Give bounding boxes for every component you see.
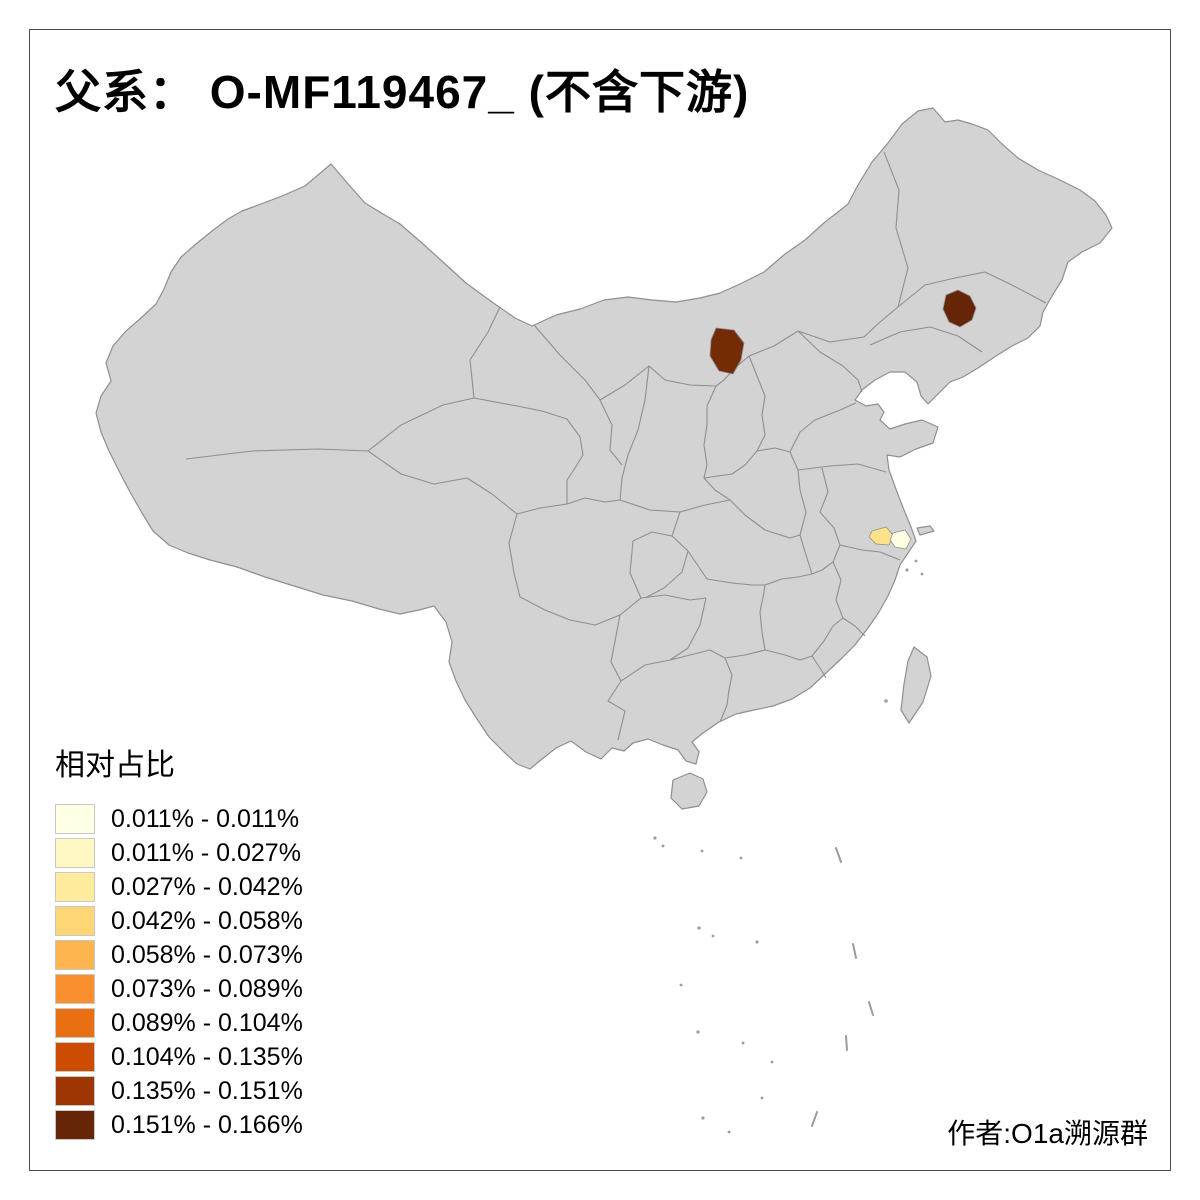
legend-color-swatch xyxy=(55,1076,95,1106)
legend-item: 0.011% - 0.011% xyxy=(55,802,303,836)
legend-range-label: 0.135% - 0.151% xyxy=(111,1076,303,1105)
legend-color-swatch xyxy=(55,906,95,936)
legend-range-label: 0.027% - 0.042% xyxy=(111,872,303,901)
taiwan-island xyxy=(900,646,932,724)
province-borders xyxy=(185,151,1047,741)
legend-item: 0.151% - 0.166% xyxy=(55,1108,303,1142)
legend-item: 0.104% - 0.135% xyxy=(55,1040,303,1074)
legend-item: 0.135% - 0.151% xyxy=(55,1074,303,1108)
highlighted-regions xyxy=(709,289,977,550)
legend-range-label: 0.089% - 0.104% xyxy=(111,1008,303,1037)
legend-color-swatch xyxy=(55,940,95,970)
legend-item: 0.058% - 0.073% xyxy=(55,938,303,972)
chongming-island xyxy=(916,525,935,536)
legend-range-label: 0.151% - 0.166% xyxy=(111,1110,303,1139)
legend: 相对占比 0.011% - 0.011% 0.011% - 0.027% 0.027… xyxy=(55,740,303,1142)
china-mainland xyxy=(95,107,1113,770)
legend-color-swatch xyxy=(55,974,95,1004)
highlighted-region-jiangsu-b xyxy=(889,529,912,550)
legend-range-label: 0.011% - 0.011% xyxy=(111,804,300,833)
legend-color-swatch xyxy=(55,1008,95,1038)
highlighted-region-inner-mongolia xyxy=(709,327,745,375)
legend-item: 0.042% - 0.058% xyxy=(55,904,303,938)
legend-color-swatch xyxy=(55,872,95,902)
legend-color-swatch xyxy=(55,1110,95,1140)
legend-item: 0.011% - 0.027% xyxy=(55,836,303,870)
hainan-island xyxy=(670,772,708,810)
legend-item: 0.089% - 0.104% xyxy=(55,1006,303,1040)
legend-range-label: 0.073% - 0.089% xyxy=(111,974,303,1003)
legend-color-swatch xyxy=(55,838,95,868)
legend-range-label: 0.104% - 0.135% xyxy=(111,1042,303,1071)
legend-range-label: 0.011% - 0.027% xyxy=(111,838,301,867)
legend-items: 0.011% - 0.011% 0.011% - 0.027% 0.027% - 0… xyxy=(55,802,303,1142)
south-china-sea-islands xyxy=(653,559,924,1134)
legend-range-label: 0.042% - 0.058% xyxy=(111,906,303,935)
legend-color-swatch xyxy=(55,804,95,834)
legend-range-label: 0.058% - 0.073% xyxy=(111,940,303,969)
credit-text: 作者:O1a溯源群 xyxy=(947,1118,1148,1149)
legend-title: 相对占比 xyxy=(55,749,175,782)
legend-item: 0.073% - 0.089% xyxy=(55,972,303,1006)
legend-item: 0.027% - 0.042% xyxy=(55,870,303,904)
highlighted-region-jiangsu-a xyxy=(868,526,894,546)
legend-color-swatch xyxy=(55,1042,95,1072)
highlighted-region-northeast xyxy=(942,289,977,328)
page-title: 父系： O-MF119467_ (不含下游) xyxy=(55,66,750,118)
